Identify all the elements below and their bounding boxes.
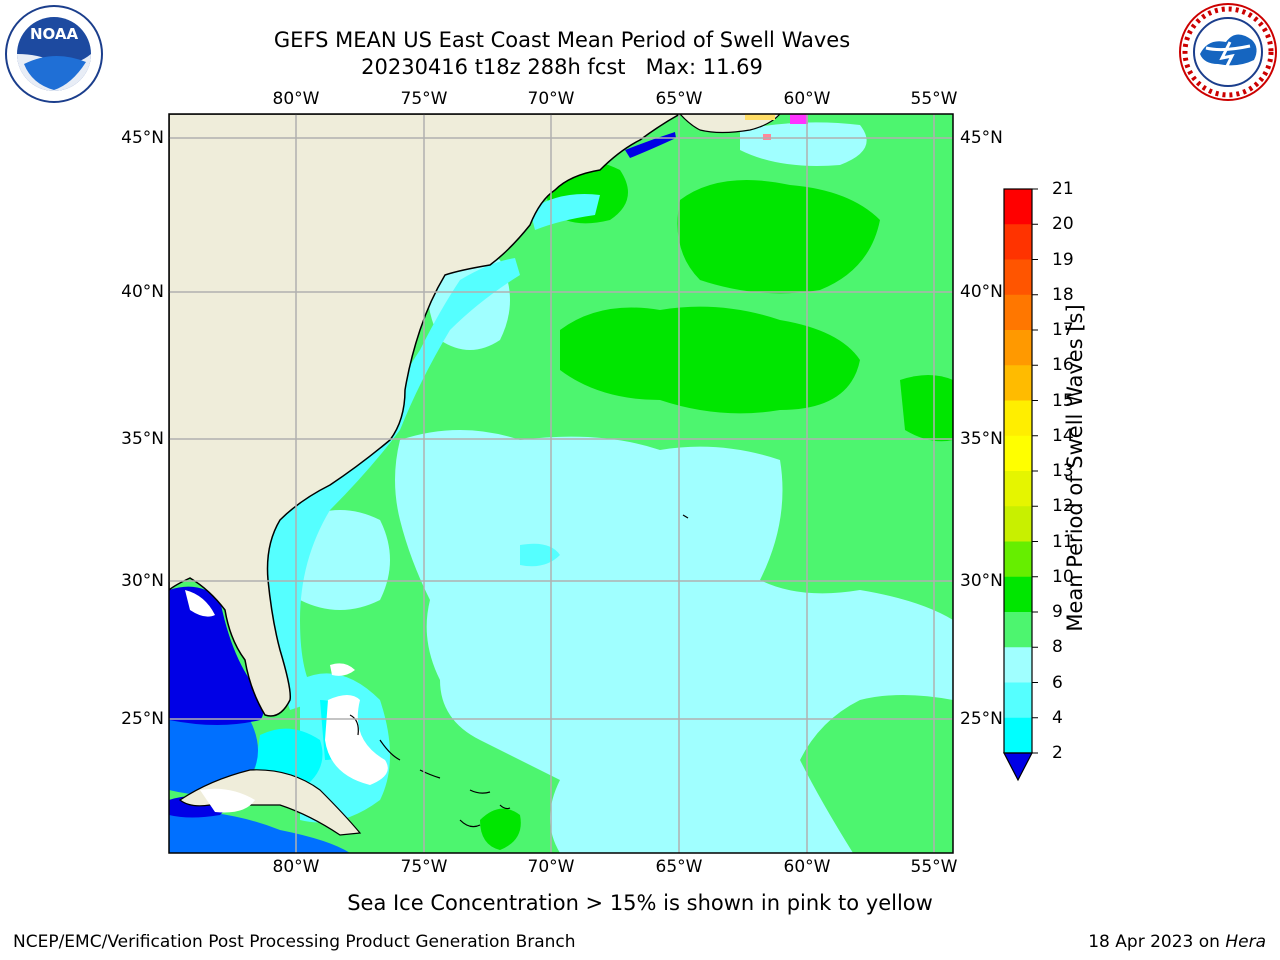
- colorbar-tick-label: 2: [1052, 743, 1063, 763]
- lat-label-left: 35°N: [121, 429, 164, 449]
- colorbar-segment: [1004, 682, 1032, 719]
- colorbar: [1003, 188, 1038, 782]
- sea-ice-note: Sea Ice Concentration > 15% is shown in …: [0, 891, 1280, 915]
- footer-date: 18 Apr 2023 on Hera: [1088, 932, 1266, 952]
- chart-title-line1: GEFS MEAN US East Coast Mean Period of S…: [273, 28, 851, 52]
- colorbar-tick-label: 6: [1052, 672, 1063, 693]
- colorbar-segment: [1004, 189, 1032, 225]
- footer-branch: NCEP/EMC/Verification Post Processing Pr…: [13, 932, 576, 952]
- colorbar-tick-label: 4: [1052, 707, 1063, 728]
- lon-label-top: 75°W: [400, 89, 448, 109]
- lon-label-bottom: 80°W: [272, 857, 320, 877]
- footer-date-text: 18 Apr 2023 on: [1088, 932, 1226, 952]
- noaa-logo: NOAA: [5, 5, 103, 103]
- lat-label-right: 25°N: [960, 709, 1003, 729]
- lon-label-bottom: 70°W: [527, 857, 575, 877]
- chart-title-line2: 20230416 t18z 288h fcst Max: 11.69: [361, 55, 763, 79]
- svg-text:NOAA: NOAA: [30, 25, 79, 43]
- sea-ice-mark-yellow: [745, 114, 775, 120]
- colorbar-tick-label: 11: [1052, 531, 1074, 552]
- colorbar-segment: [1004, 400, 1032, 437]
- lat-label-left: 30°N: [121, 571, 164, 591]
- colorbar-segment: [1004, 259, 1032, 296]
- caribbean-islands: [349, 514, 689, 828]
- colorbar-tick-label: 19: [1052, 249, 1074, 270]
- colorbar-segment: [1004, 294, 1032, 331]
- lon-label-top: 65°W: [655, 89, 703, 109]
- lon-label-top: 60°W: [783, 89, 831, 109]
- colorbar-segment: [1004, 471, 1032, 507]
- colorbar-tick-label: 18: [1052, 284, 1074, 305]
- colorbar-segment: [1004, 330, 1032, 366]
- colorbar-segment: [1004, 224, 1032, 260]
- lon-label-bottom: 55°W: [910, 857, 958, 877]
- colorbar-tick-label: 21: [1052, 179, 1074, 199]
- lon-label-bottom: 75°W: [400, 857, 448, 877]
- lat-label-left: 25°N: [121, 709, 164, 729]
- lon-label-bottom: 60°W: [783, 857, 831, 877]
- lat-label-right: 35°N: [960, 429, 1003, 449]
- colorbar-underflow-triangle: [1003, 752, 1033, 782]
- colorbar-segment: [1004, 435, 1032, 472]
- lat-label-right: 45°N: [960, 128, 1003, 148]
- colorbar-tick-label: 14: [1052, 425, 1074, 446]
- sea-ice-note-text: Sea Ice Concentration > 15% is shown in …: [347, 891, 933, 915]
- lon-label-bottom: 65°W: [655, 857, 703, 877]
- lon-label-top: 55°W: [910, 89, 958, 109]
- colorbar-label: Mean Period of Swell Waves [s]: [1063, 304, 1087, 632]
- colorbar-tick-label: 12: [1052, 496, 1074, 517]
- colorbar-tick-label: 20: [1052, 214, 1074, 235]
- footer-machine: Hera: [1225, 932, 1266, 952]
- lon-label-top: 80°W: [272, 89, 320, 109]
- colorbar-segment: [1004, 612, 1032, 648]
- colorbar-border: [1003, 188, 1033, 754]
- colorbar-tick-label: 9: [1052, 602, 1063, 622]
- colorbar-tick-label: 16: [1052, 355, 1074, 376]
- colorbar-segment: [1004, 365, 1032, 401]
- colorbar-segment: [1004, 541, 1032, 578]
- sea-ice-mark: [790, 114, 808, 124]
- colorbar-tick-label: 17: [1052, 320, 1074, 340]
- colorbar-segment: [1004, 576, 1032, 613]
- colorbar-tick-label: 13: [1052, 461, 1074, 481]
- colorbar-tick-label: 10: [1052, 566, 1074, 587]
- colorbar-segment: [1004, 506, 1032, 542]
- map-border: [168, 113, 954, 854]
- lon-label-top: 70°W: [527, 89, 575, 109]
- lat-label-right: 40°N: [960, 282, 1003, 302]
- bahamas-banks: [185, 590, 388, 813]
- colorbar-tick-label: 8: [1052, 637, 1063, 658]
- lat-label-left: 45°N: [121, 128, 164, 148]
- lat-label-right: 30°N: [960, 571, 1003, 591]
- colorbar-segment: [1004, 647, 1032, 683]
- sea-ice-mark-small: [763, 134, 771, 140]
- nws-logo: [1179, 3, 1277, 101]
- lat-label-left: 40°N: [121, 282, 164, 302]
- graticule: [169, 114, 953, 853]
- swell-10-11s-region: [480, 160, 953, 850]
- cuba-land: [178, 769, 362, 836]
- colorbar-segment: [1004, 717, 1032, 754]
- colorbar-tick-label: 15: [1052, 390, 1074, 411]
